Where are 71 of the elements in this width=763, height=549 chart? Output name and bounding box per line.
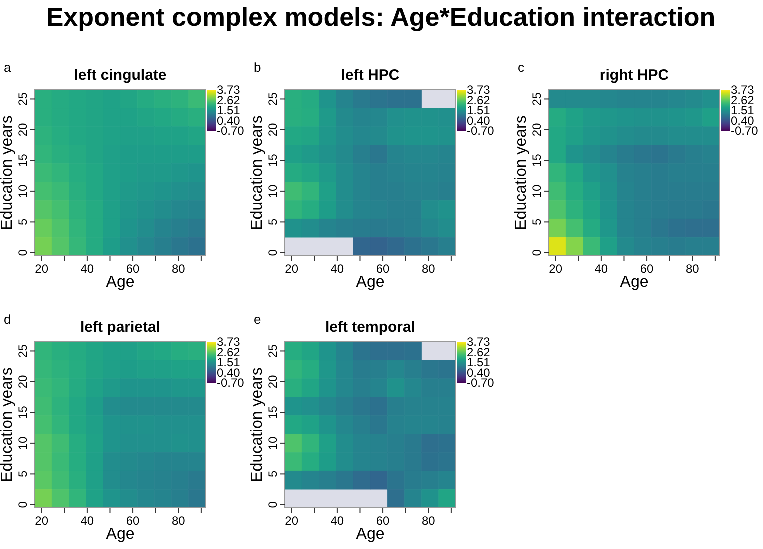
y-tick-label: 10 xyxy=(16,184,30,198)
x-tick-label: 20 xyxy=(35,262,49,276)
x-tick-label: 80 xyxy=(686,262,700,276)
x-tick-label: 60 xyxy=(376,514,390,528)
x-tick-label: 20 xyxy=(35,514,49,528)
y-axis-title: Education years xyxy=(0,368,16,482)
y-axis-title: Education years xyxy=(513,116,530,230)
x-tick-label: 60 xyxy=(376,262,390,276)
x-tick-label: 40 xyxy=(330,262,344,276)
y-tick-label: 25 xyxy=(16,92,30,106)
y-tick-label: 20 xyxy=(530,122,544,137)
x-tick-label: 80 xyxy=(172,514,186,528)
y-tick-label: 5 xyxy=(530,218,544,226)
chart-title: left HPC xyxy=(341,67,400,84)
y-tick-label: 10 xyxy=(16,436,30,450)
y-tick-label: 20 xyxy=(16,374,30,389)
text: c xyxy=(518,60,525,75)
x-tick-label: 60 xyxy=(126,262,140,276)
y-tick-label: 20 xyxy=(266,122,280,137)
x-tick-label: 60 xyxy=(640,262,654,276)
y-tick-label: 0 xyxy=(266,249,280,256)
y-tick-label: 10 xyxy=(530,184,544,198)
text: b xyxy=(254,60,262,75)
x-axis-title: Age xyxy=(356,274,385,291)
y-tick-label: 15 xyxy=(16,154,30,168)
x-tick-label: 80 xyxy=(172,262,186,276)
y-tick-label: 0 xyxy=(16,501,30,508)
y-tick-label: 0 xyxy=(266,501,280,508)
text: Exponent complex models: Age*Education interaction xyxy=(46,2,716,32)
x-tick-label: 60 xyxy=(126,514,140,528)
chart-title: left cingulate xyxy=(74,67,167,84)
y-tick-label: 5 xyxy=(266,218,280,226)
y-tick-label: 25 xyxy=(16,344,30,358)
x-axis-title: Age xyxy=(356,526,385,543)
y-axis-title: Education years xyxy=(0,116,16,230)
y-tick-label: 10 xyxy=(266,436,280,450)
y-tick-label: 25 xyxy=(266,92,280,106)
y-tick-label: 20 xyxy=(16,122,30,137)
y-tick-label: 0 xyxy=(530,249,544,256)
chart-title: right HPC xyxy=(600,67,670,84)
text: d xyxy=(4,312,12,327)
y-tick-label: 5 xyxy=(16,470,30,478)
text: e xyxy=(254,312,262,327)
y-tick-label: 20 xyxy=(266,374,280,389)
x-axis-title: Age xyxy=(106,274,135,291)
x-tick-label: 80 xyxy=(422,514,436,528)
y-tick-label: 15 xyxy=(266,154,280,168)
x-tick-label: 40 xyxy=(330,514,344,528)
x-axis-title: Age xyxy=(106,526,135,543)
x-tick-label: 20 xyxy=(285,262,299,276)
x-tick-label: 40 xyxy=(80,262,94,276)
y-tick-label: 15 xyxy=(266,406,280,420)
chart-title: left temporal xyxy=(325,319,416,336)
chart-title: left parietal xyxy=(80,319,161,336)
x-tick-label: 40 xyxy=(594,262,608,276)
y-tick-label: 15 xyxy=(530,154,544,168)
y-tick-label: 25 xyxy=(530,92,544,106)
y-tick-label: 15 xyxy=(16,406,30,420)
y-tick-label: 5 xyxy=(266,470,280,478)
x-tick-label: 20 xyxy=(549,262,563,276)
y-axis-title: Education years xyxy=(249,116,266,230)
text: a xyxy=(4,60,12,75)
x-tick-label: 80 xyxy=(422,262,436,276)
y-axis-title: Education years xyxy=(249,368,266,482)
x-tick-label: 40 xyxy=(80,514,94,528)
x-axis-title: Age xyxy=(620,274,649,291)
y-tick-label: 5 xyxy=(16,218,30,226)
y-tick-label: 25 xyxy=(266,344,280,358)
y-tick-label: 10 xyxy=(266,184,280,198)
y-tick-label: 0 xyxy=(16,249,30,256)
x-tick-label: 20 xyxy=(285,514,299,528)
